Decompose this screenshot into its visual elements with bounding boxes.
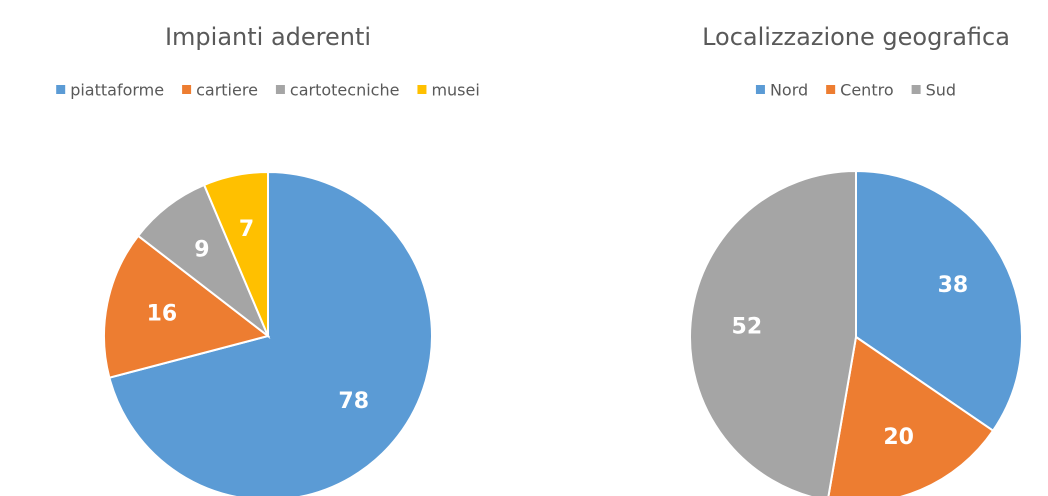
chart-title: Localizzazione geografica (702, 23, 1010, 51)
data-label: 38 (938, 273, 969, 298)
data-label: 52 (732, 315, 763, 340)
legend-label: musei (431, 81, 479, 100)
pie-chart: Localizzazione geografica Nord Centro Sud 38… (689, 23, 1023, 496)
legend-label: Centro (840, 81, 893, 100)
legend-swatch (56, 85, 66, 94)
legend-label: piattaforme (70, 81, 164, 100)
legend-swatch (182, 85, 192, 94)
pie-slice (202, 170, 269, 337)
legend-label: Sud (926, 81, 956, 100)
legend-swatch (826, 85, 836, 94)
data-label: 9 (194, 237, 209, 262)
data-label: 7 (239, 217, 254, 242)
pie-slice (103, 234, 271, 379)
legend-label: Nord (770, 81, 808, 100)
pie-slice (855, 169, 1023, 433)
data-label: 20 (883, 425, 914, 450)
legend-label: cartotecniche (290, 81, 400, 100)
pie-slice (689, 169, 857, 496)
legend-label: cartiere (196, 81, 258, 100)
pie-slice (108, 170, 433, 496)
pie-chart: Impianti aderenti piattaforme cartiere cart… (56, 23, 480, 496)
legend-swatch (275, 85, 285, 94)
legend: Nord Centro Sud (755, 81, 956, 100)
data-label: 16 (147, 302, 178, 327)
legend-swatch (417, 85, 427, 94)
legend-swatch (911, 85, 921, 94)
pie-slice (827, 335, 995, 496)
legend-swatch (755, 85, 765, 94)
data-label: 78 (338, 389, 369, 414)
chart-title: Impianti aderenti (165, 23, 371, 51)
legend: piattaforme cartiere cartotecniche musei (56, 81, 480, 100)
